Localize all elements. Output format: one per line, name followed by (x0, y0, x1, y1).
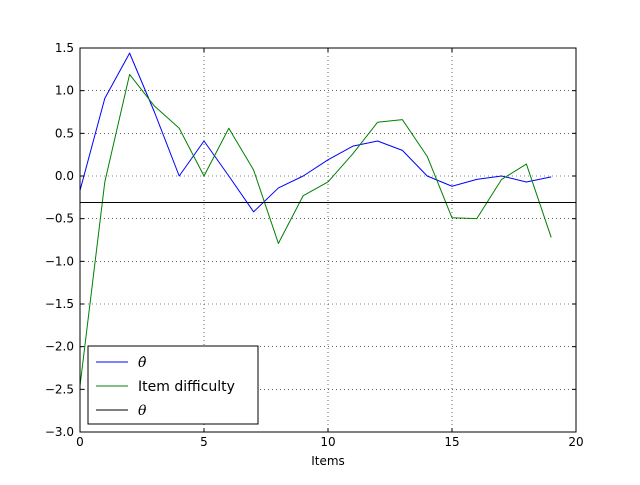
y-tick-label: 1.0 (55, 84, 74, 98)
axis-ticks: 0 5 10 15 20 −3.0 −2.5 −2.0 −1.5 −1.0 −0.5 0.0 0.5 1.… (45, 41, 584, 449)
y-tick-label: −2.0 (45, 340, 74, 354)
y-tick-label: −1.0 (45, 254, 74, 268)
legend: θ̂ Item difficulty θ (87, 345, 259, 425)
y-tick-label: 0.0 (55, 169, 74, 183)
x-tick-label: 10 (320, 435, 335, 449)
x-tick-label: 5 (200, 435, 208, 449)
series-lines (79, 52, 576, 386)
x-tick-label: 20 (568, 435, 583, 449)
legend-box (87, 345, 259, 425)
y-tick-label: −2.5 (45, 382, 74, 396)
legend-label-1: Item difficulty (138, 379, 235, 395)
y-tick-label: 0.5 (55, 126, 74, 140)
y-tick-label: −1.5 (45, 297, 74, 311)
y-tick-label: −0.5 (45, 212, 74, 226)
x-axis-label: Items (311, 454, 345, 468)
legend-label-2: θ (138, 403, 147, 419)
y-tick-label: 1.5 (55, 41, 74, 55)
x-tick-label: 0 (76, 435, 84, 449)
y-tick-label: −3.0 (45, 425, 74, 439)
x-tick-label: 15 (444, 435, 459, 449)
series-line-0 (79, 52, 552, 213)
series-line-1 (79, 73, 552, 386)
legend-label-0: θ̂ (138, 355, 147, 371)
